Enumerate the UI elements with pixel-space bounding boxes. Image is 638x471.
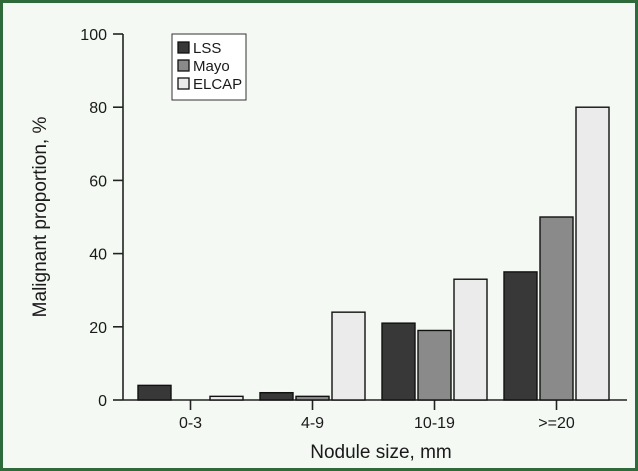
bars [137,106,610,401]
y-axis-title: Malignant proportion, % [30,117,51,318]
x-tick-label: 10-19 [414,415,455,432]
y-tick-label: 0 [98,393,107,410]
y-tick-label: 20 [89,320,107,337]
x-tick-label: >=20 [538,415,575,432]
bar-elcap-3 [575,106,610,401]
bar-mayo-1 [295,395,330,401]
bar-lss-0 [137,384,172,401]
x-tick-label: 4-9 [301,415,324,432]
legend-swatch-lss [177,41,190,54]
legend-label-mayo: Mayo [193,58,230,75]
axes: 0 20 40 60 80 100 0-3 4-9 10-19 >=20 [80,27,627,432]
legend-swatch-mayo [177,59,190,72]
bar-elcap-0 [209,395,244,401]
y-tick-label: 80 [89,100,107,117]
bar-mayo-2 [417,329,452,401]
legend-label-lss: LSS [193,40,221,57]
bar-lss-3 [503,271,538,401]
bar-mayo-3 [539,216,574,401]
y-tick-label: 40 [89,247,107,264]
legend-label-elcap: ELCAP [193,76,242,93]
y-tick-label: 60 [89,173,107,190]
bar-elcap-2 [453,278,488,401]
bar-elcap-1 [331,311,366,401]
x-axis-title: Nodule size, mm [310,442,452,463]
bar-lss-2 [381,322,416,401]
legend-swatch-elcap [177,77,190,90]
bar-lss-1 [259,391,294,401]
x-tick-label: 0-3 [179,415,202,432]
y-tick-label: 100 [80,27,107,44]
